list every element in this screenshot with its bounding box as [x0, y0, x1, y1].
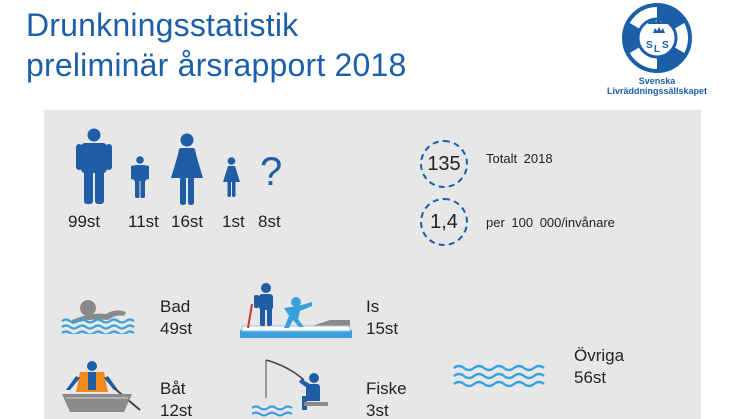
rate-circle: 1,4: [420, 198, 468, 246]
question-mark-icon: ?: [260, 150, 283, 194]
rate-value: 1,4: [430, 210, 458, 233]
count-men: 99st: [68, 212, 101, 231]
count-women: 16st: [171, 212, 204, 231]
page-subtitle: preliminär årsrapport 2018: [26, 47, 407, 83]
boat-icon: [62, 361, 141, 412]
lifebuoy-icon: [622, 3, 692, 73]
ice-icon: [240, 283, 352, 338]
girl-icon: [223, 157, 240, 197]
category-ovriga-name: Övriga: [574, 346, 625, 365]
total-circle: 135: [420, 140, 468, 188]
total-label: Totalt 2018: [486, 151, 553, 166]
category-bad-name: Bad: [160, 297, 191, 316]
category-ovriga-count: 56st: [574, 368, 607, 387]
fishing-icon: [252, 359, 328, 417]
count-girls: 1st: [222, 212, 245, 231]
swimmer-icon: [61, 300, 135, 334]
logo-line-2: Livräddningssällskapet: [606, 86, 708, 96]
woman-icon: [171, 133, 203, 205]
count-unknown: 8st: [258, 212, 281, 231]
logo-line-1: Svenska: [638, 76, 676, 86]
category-fiske-count: 3st: [366, 401, 389, 419]
category-bat-name: Båt: [160, 379, 186, 398]
stats-panel: [44, 110, 701, 419]
page-title: Drunkningsstatistik: [26, 7, 299, 43]
category-is-count: 15st: [366, 319, 399, 338]
boy-icon: [131, 156, 149, 198]
count-boys: 11st: [128, 212, 159, 231]
logo-letter-2: L: [654, 44, 660, 55]
rate-label: per 100 000/invånare: [486, 215, 615, 230]
water-icon: [453, 364, 545, 388]
sls-logo: Svenska Livräddningssällskapet S L S: [592, 0, 722, 100]
category-bat-count: 12st: [160, 401, 193, 419]
logo-letter-3: S: [662, 40, 669, 51]
category-is-name: Is: [366, 297, 380, 316]
logo-letter-1: S: [646, 40, 653, 51]
logo-letters: S L S: [646, 40, 669, 55]
category-fiske-name: Fiske: [366, 379, 407, 398]
category-bad-count: 49st: [160, 319, 193, 338]
total-value: 135: [427, 152, 461, 175]
man-icon: [76, 128, 112, 204]
